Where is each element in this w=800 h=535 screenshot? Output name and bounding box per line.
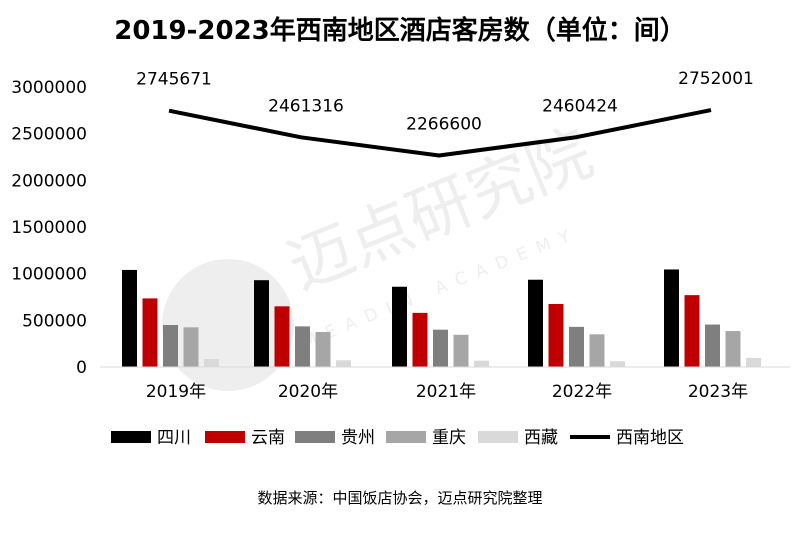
bar-四川 — [528, 279, 543, 367]
legend-swatch — [478, 431, 518, 443]
legend-label: 贵州 — [341, 428, 375, 448]
data-label: 2752001 — [678, 69, 754, 89]
bar-重庆 — [315, 332, 331, 367]
chart-title: 2019-2023年西南地区酒店客房数（单位：间） — [114, 15, 686, 46]
bars — [122, 269, 761, 367]
watermark-logo — [162, 259, 294, 391]
legend-label: 四川 — [157, 428, 191, 448]
y-tick-label: 1000000 — [11, 265, 87, 285]
x-tick-label: 2020年 — [278, 382, 338, 402]
bar-西藏 — [610, 361, 625, 367]
bar-云南 — [548, 304, 564, 367]
legend-swatch — [205, 431, 245, 443]
legend-swatch — [111, 431, 151, 443]
y-axis: 0 500000 1000000 1500000 2000000 2500000 30000… — [11, 78, 87, 378]
bar-四川 — [664, 269, 679, 367]
legend-label: 西藏 — [524, 428, 558, 448]
bar-西藏 — [474, 360, 489, 367]
x-axis: 2019年 2020年 2021年 2022年 2023年 — [146, 382, 748, 402]
bar-西藏 — [336, 360, 351, 367]
bar-重庆 — [725, 331, 741, 367]
bar-云南 — [684, 295, 700, 367]
bar-云南 — [412, 312, 428, 367]
y-tick-label: 1500000 — [11, 218, 87, 238]
line-series: 2745671 2461316 2266600 2460424 2752001 — [136, 69, 754, 158]
bar-贵州 — [163, 325, 178, 367]
bar-贵州 — [433, 329, 448, 367]
bar-四川 — [392, 286, 407, 367]
x-tick-label: 2019年 — [146, 382, 206, 402]
x-tick-label: 2023年 — [688, 382, 748, 402]
legend-label: 重庆 — [432, 428, 466, 448]
legend-label: 云南 — [251, 428, 285, 448]
bar-云南 — [142, 298, 158, 367]
legend-swatch — [295, 431, 335, 443]
y-tick-label: 2000000 — [11, 171, 87, 191]
x-tick-label: 2021年 — [416, 382, 476, 402]
y-tick-label: 0 — [76, 358, 87, 378]
bar-贵州 — [569, 326, 584, 367]
data-label: 2266600 — [406, 114, 482, 134]
x-tick-label: 2022年 — [552, 382, 612, 402]
bar-贵州 — [295, 326, 310, 367]
data-label: 2745671 — [136, 70, 212, 90]
source-note: 数据来源：中国饭店协会，迈点研究院整理 — [257, 489, 543, 507]
bar-云南 — [274, 306, 290, 367]
bar-四川 — [122, 269, 137, 367]
bar-西藏 — [204, 359, 219, 367]
bar-重庆 — [453, 334, 469, 367]
legend-label: 西南地区 — [616, 428, 684, 448]
data-label: 2460424 — [542, 96, 618, 116]
y-tick-label: 2500000 — [11, 125, 87, 145]
line-西南地区 — [168, 108, 712, 158]
bar-重庆 — [589, 334, 605, 367]
legend: 四川 云南 贵州 重庆 西藏 西南地区 — [111, 428, 684, 448]
bar-贵州 — [705, 324, 720, 367]
bar-重庆 — [183, 327, 199, 367]
bar-四川 — [254, 280, 269, 367]
y-tick-label: 3000000 — [11, 78, 87, 98]
y-tick-label: 500000 — [22, 311, 87, 331]
bar-西藏 — [746, 357, 761, 367]
legend-swatch — [386, 431, 426, 443]
data-label: 2461316 — [268, 96, 344, 116]
